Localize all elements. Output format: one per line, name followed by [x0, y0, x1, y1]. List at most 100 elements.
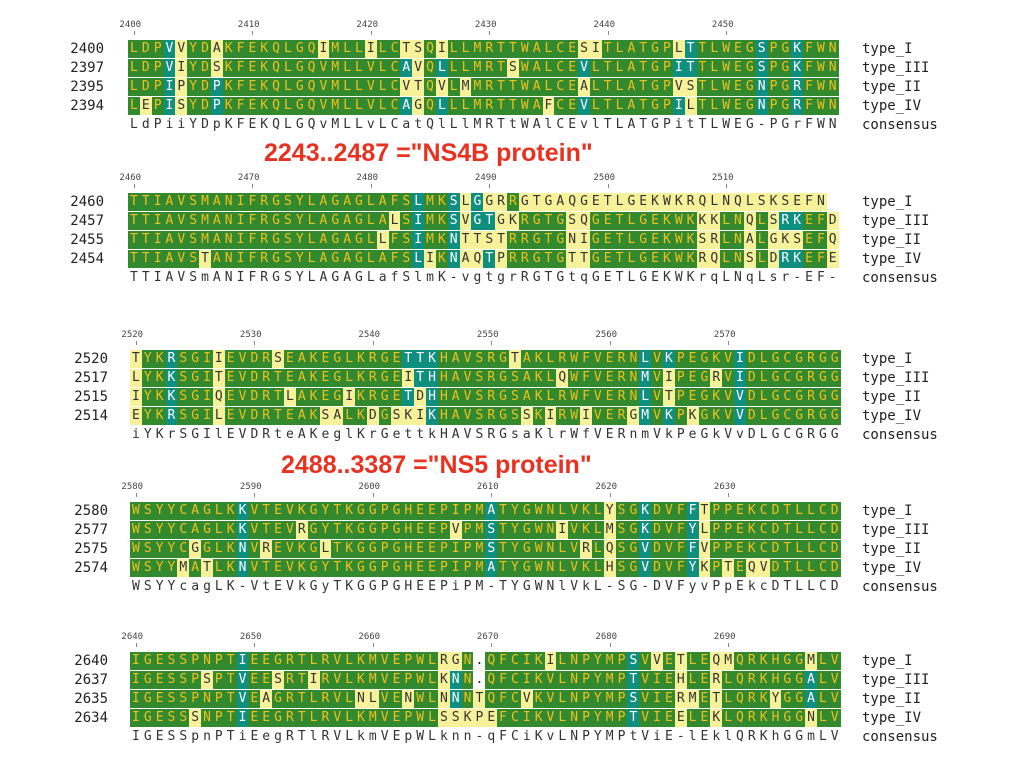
- residue: A: [331, 407, 344, 425]
- residue: G: [781, 671, 794, 689]
- residue: V: [651, 350, 663, 368]
- residue: E: [426, 540, 438, 558]
- residue: L: [353, 40, 365, 58]
- residue: G: [201, 502, 213, 520]
- residue: L: [708, 97, 721, 115]
- residue: K: [532, 388, 545, 406]
- residue: V: [544, 709, 557, 727]
- residue: D: [828, 521, 841, 539]
- residue: L: [130, 369, 142, 387]
- residue: L: [544, 388, 557, 406]
- consensus-residue: L: [818, 729, 827, 744]
- residue: Q: [708, 250, 721, 268]
- consensus-residue: i: [653, 729, 661, 744]
- residue: Y: [141, 388, 154, 406]
- residue: E: [566, 97, 579, 115]
- residue: S: [507, 59, 519, 77]
- residue: H: [426, 369, 438, 387]
- residue: Y: [509, 521, 521, 539]
- sequence-type-label: type_II: [862, 232, 922, 248]
- residue: G: [828, 350, 841, 368]
- ruler-tick-mark: [609, 341, 611, 345]
- consensus-residue: E: [734, 117, 742, 132]
- sequence-type-label: type_IV: [862, 251, 922, 267]
- consensus-residue: F: [805, 117, 813, 132]
- residue: G: [779, 40, 792, 58]
- sequence-type-label: type_III: [862, 213, 930, 229]
- residue: L: [305, 193, 318, 211]
- consensus-residue: n: [463, 729, 472, 744]
- residue: S: [201, 671, 213, 689]
- consensus-residue: L: [343, 117, 352, 132]
- residue: Q: [305, 97, 318, 115]
- residue: G: [793, 350, 806, 368]
- residue: F: [246, 231, 259, 249]
- residue: F: [686, 502, 699, 520]
- residue: L: [212, 540, 225, 558]
- consensus-residue: G: [392, 579, 401, 594]
- residue: L: [757, 388, 770, 406]
- residue: E: [248, 690, 261, 708]
- consensus-residue: c: [179, 579, 188, 594]
- residue: T: [295, 671, 308, 689]
- consensus-residue: p: [212, 117, 221, 132]
- residue: F: [803, 40, 815, 58]
- residue: K: [791, 212, 804, 230]
- ruler-tick-label: 2630: [713, 482, 736, 492]
- sequence-type-label: type_III: [862, 60, 930, 76]
- consensus-residue: S: [179, 729, 188, 744]
- consensus-residue: i: [132, 427, 140, 442]
- sequence-row: 2395 L D P I P Y D P K F E K Q L G Q V M L L V L C V T Q V L M M R T T W A L…: [0, 78, 1024, 96]
- residue: K: [757, 652, 770, 670]
- residue: P: [580, 690, 592, 708]
- consensus-residue: D: [771, 579, 780, 594]
- residue: F: [234, 40, 247, 58]
- residue: C: [509, 690, 521, 708]
- residue: V: [722, 388, 735, 406]
- consensus-residue: c: [759, 579, 768, 594]
- ruler-tick-mark: [728, 341, 730, 345]
- residue: K: [779, 231, 792, 249]
- residue: M: [329, 59, 342, 77]
- start-position: 2454: [70, 251, 104, 267]
- residue: K: [662, 350, 675, 368]
- ruler-tick-mark: [372, 493, 374, 497]
- residue: G: [331, 369, 344, 387]
- consensus-residue: C: [556, 117, 565, 132]
- consensus-residue: V: [570, 579, 579, 594]
- residue: E: [260, 652, 273, 670]
- residue: D: [199, 97, 211, 115]
- residue: E: [686, 388, 699, 406]
- residue: A: [449, 350, 462, 368]
- residue: T: [662, 388, 675, 406]
- consensus-residue: p: [724, 579, 733, 594]
- residue: L: [639, 350, 652, 368]
- consensus-residue: A: [343, 270, 352, 285]
- residue: R: [615, 388, 628, 406]
- residue: G: [497, 407, 509, 425]
- residue: K: [684, 231, 697, 249]
- residue: W: [518, 40, 531, 58]
- residue: R: [260, 369, 273, 387]
- residue: F: [814, 250, 827, 268]
- residue: P: [767, 78, 780, 96]
- consensus-residue: E: [155, 729, 164, 744]
- residue: A: [376, 212, 389, 230]
- residue: S: [755, 193, 768, 211]
- residue: Y: [141, 350, 154, 368]
- residue: G: [781, 690, 794, 708]
- residue: T: [295, 709, 308, 727]
- residue: Y: [153, 559, 166, 577]
- consensus-residue: Y: [155, 579, 164, 594]
- residue: Y: [141, 369, 154, 387]
- residue: P: [710, 540, 723, 558]
- residue: G: [698, 388, 711, 406]
- residue: L: [708, 59, 721, 77]
- consensus-residue: L: [759, 427, 768, 442]
- consensus-residue: a: [191, 579, 200, 594]
- consensus-residue: G: [700, 427, 709, 442]
- ruler-tick-label: 2550: [476, 330, 499, 340]
